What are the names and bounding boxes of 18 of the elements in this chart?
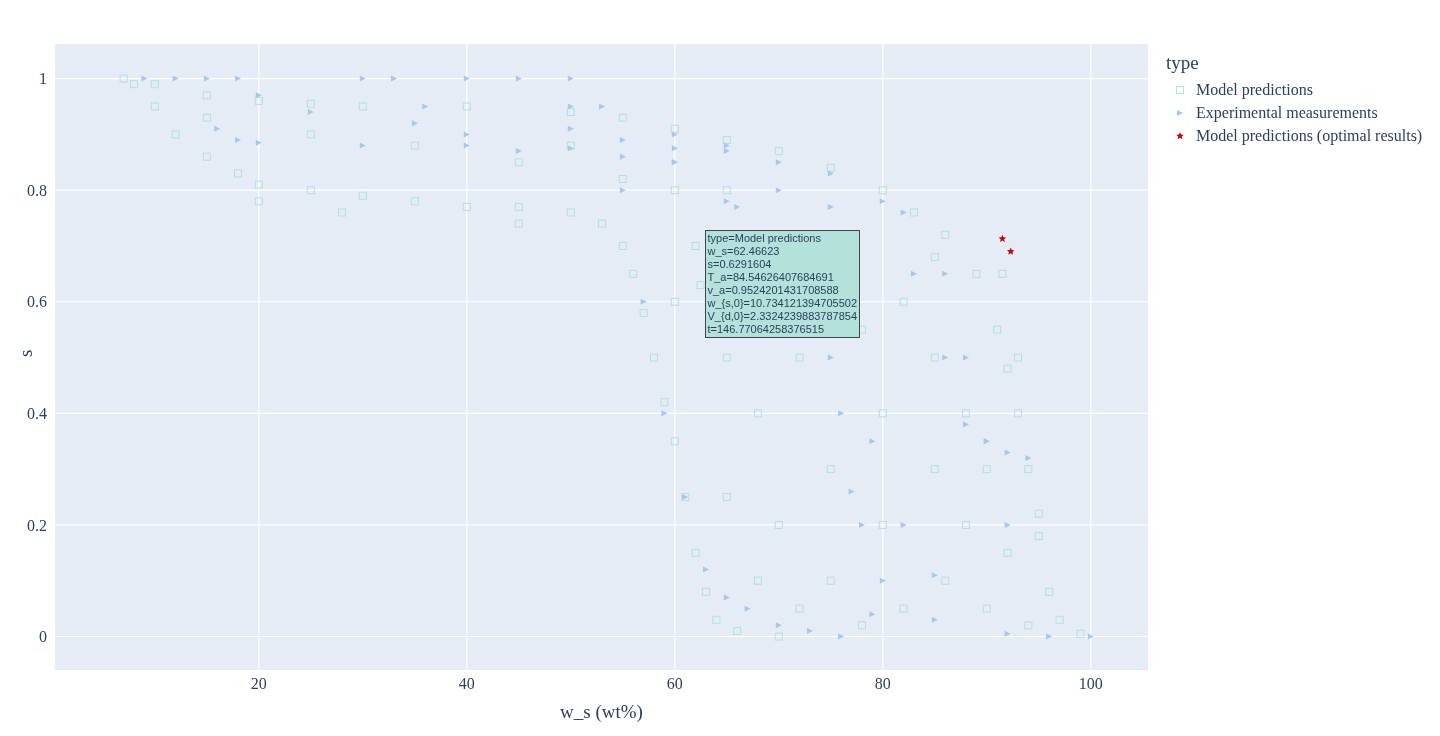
x-tick-label: 20 — [250, 675, 267, 693]
x-axis-title: w_s (wt%) — [560, 701, 643, 723]
x-tick-label: 40 — [458, 675, 475, 693]
y-tick-label: 0.4 — [27, 405, 47, 423]
y-tick-label: 1 — [39, 70, 47, 88]
y-axis-title: s — [14, 349, 36, 357]
legend-label: Model predictions — [1196, 80, 1313, 99]
legend-label: Experimental measurements — [1196, 103, 1378, 122]
y-tick-label: 0.2 — [27, 516, 47, 534]
annotation: type=Model predictions w_s=62.46623 s=0.6291604 T_a=84.54626407684691 v_a=0.9524201431708588 w_{s,0}=10.734121394705502 V_{d,0}=2.3324239883787854 t=146.77064258376515 — [707, 232, 858, 337]
y-tick-label: 0.6 — [27, 293, 47, 311]
y-tick-label: 0.8 — [27, 181, 47, 199]
legend-label: Model predictions (optimal results) — [1196, 126, 1423, 145]
y-tick-label: 0 — [39, 628, 47, 646]
x-tick-label: 80 — [874, 675, 891, 693]
x-tick-label: 60 — [666, 675, 683, 693]
legend-title: type — [1166, 52, 1200, 74]
x-tick-label: 100 — [1078, 675, 1103, 693]
